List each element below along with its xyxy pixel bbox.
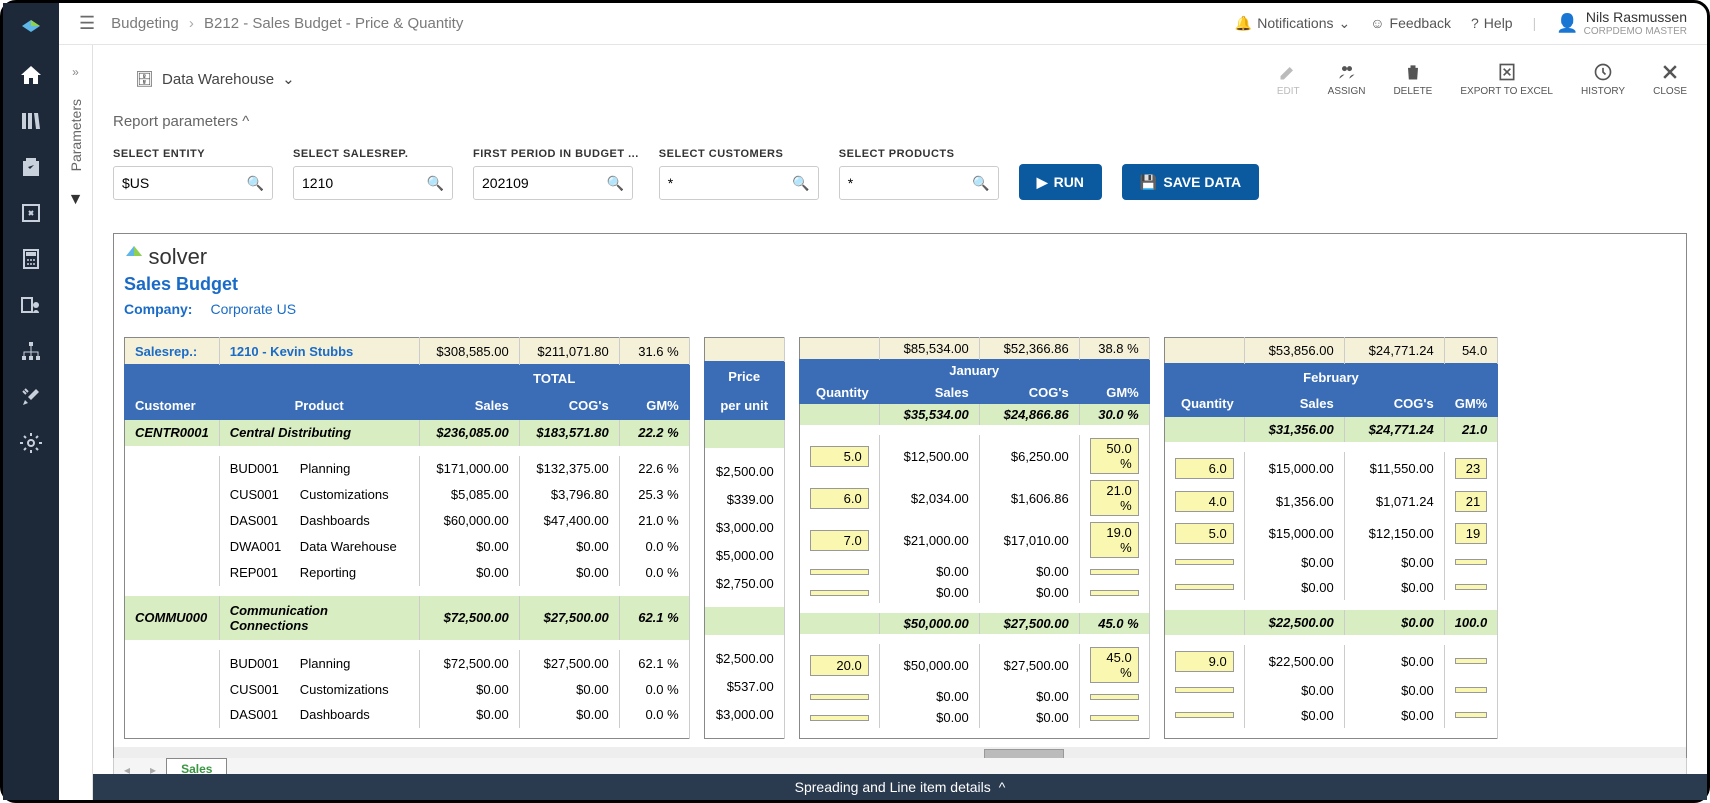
chevron-down-icon: ⌄ bbox=[282, 70, 295, 88]
customers-input[interactable]: *🔍 bbox=[659, 166, 819, 200]
feedback-button[interactable]: ☺ Feedback bbox=[1370, 15, 1451, 31]
people-icon[interactable] bbox=[17, 291, 45, 319]
quantity-input[interactable] bbox=[810, 569, 869, 575]
gm-input[interactable] bbox=[1090, 694, 1139, 700]
february-table: $53,856.00$24,771.2454.0 February Quanti… bbox=[1164, 337, 1499, 739]
search-icon[interactable]: 🔍 bbox=[427, 175, 444, 192]
quantity-input[interactable] bbox=[810, 715, 869, 721]
gm-input[interactable] bbox=[1455, 584, 1488, 590]
quantity-input[interactable]: 9.0 bbox=[1175, 651, 1234, 672]
content-area: Report parameters ^ SELECT ENTITY $US🔍 S… bbox=[93, 113, 1697, 790]
gm-input[interactable]: 45.0 % bbox=[1090, 647, 1139, 683]
tools-icon[interactable] bbox=[17, 383, 45, 411]
gm-input[interactable]: 21 bbox=[1455, 491, 1488, 512]
history-button[interactable]: HISTORY bbox=[1581, 62, 1625, 97]
chevron-up-icon: ^ bbox=[242, 113, 249, 130]
gm-input[interactable] bbox=[1455, 712, 1488, 718]
datasource-selector[interactable]: 🗄 Data Warehouse ⌄ bbox=[135, 70, 295, 88]
clipboard-icon[interactable] bbox=[17, 153, 45, 181]
export-button[interactable]: EXPORT TO EXCEL bbox=[1460, 62, 1553, 97]
breadcrumb-page: B212 - Sales Budget - Price & Quantity bbox=[204, 15, 463, 32]
report-icon[interactable] bbox=[17, 199, 45, 227]
collapse-icon[interactable]: » bbox=[72, 65, 79, 79]
assign-button[interactable]: ASSIGN bbox=[1328, 62, 1366, 97]
footer-expand[interactable]: Spreading and Line item details^ bbox=[93, 774, 1707, 800]
filter-icon[interactable]: ▼ bbox=[68, 191, 84, 209]
quantity-input[interactable]: 5.0 bbox=[810, 446, 869, 467]
run-button[interactable]: ▶ RUN bbox=[1019, 164, 1102, 200]
gm-input[interactable] bbox=[1090, 715, 1139, 721]
quantity-input[interactable]: 20.0 bbox=[810, 655, 869, 676]
gm-input[interactable]: 50.0 % bbox=[1090, 438, 1139, 474]
search-icon[interactable]: 🔍 bbox=[247, 175, 264, 192]
home-icon[interactable] bbox=[17, 61, 45, 89]
topbar: ☰ Budgeting › B212 - Sales Budget - Pric… bbox=[59, 3, 1707, 45]
quantity-input[interactable] bbox=[1175, 712, 1234, 718]
gm-input[interactable]: 21.0 % bbox=[1090, 480, 1139, 516]
chevron-up-icon: ^ bbox=[999, 779, 1006, 795]
quantity-input[interactable]: 6.0 bbox=[1175, 458, 1234, 479]
left-sidebar bbox=[3, 3, 59, 800]
search-icon[interactable]: 🔍 bbox=[607, 175, 624, 192]
param-products: SELECT PRODUCTS *🔍 bbox=[839, 148, 999, 200]
price-table: Price per unit $2,500.00$339.00$3,000.00… bbox=[704, 337, 785, 739]
gm-input[interactable] bbox=[1455, 658, 1488, 664]
logo-icon[interactable] bbox=[17, 15, 45, 43]
report-company: Company:Corporate US bbox=[124, 301, 1676, 317]
user-menu[interactable]: 👤 Nils Rasmussen CorpDemo Master bbox=[1556, 10, 1687, 36]
entity-input[interactable]: $US🔍 bbox=[113, 166, 273, 200]
settings-icon[interactable] bbox=[17, 429, 45, 457]
edit-button[interactable]: EDIT bbox=[1277, 62, 1300, 97]
report-params-header[interactable]: Report parameters ^ bbox=[113, 113, 1697, 130]
save-button[interactable]: 💾 SAVE DATA bbox=[1122, 164, 1259, 200]
toolbar: 🗄 Data Warehouse ⌄ EDIT ASSIGN DELETE EX… bbox=[59, 45, 1707, 113]
gm-input[interactable]: 19.0 % bbox=[1090, 522, 1139, 558]
quantity-input[interactable]: 5.0 bbox=[1175, 523, 1234, 544]
report-area: solver Sales Budget Company:Corporate US… bbox=[113, 233, 1687, 762]
gm-input[interactable] bbox=[1090, 590, 1139, 596]
data-tables: Salesrep.:1210 - Kevin Stubbs$308,585.00… bbox=[124, 337, 1676, 739]
param-salesrep: SELECT SALESREP. 1210🔍 bbox=[293, 148, 453, 200]
report-logo: solver bbox=[124, 244, 1676, 270]
param-entity: SELECT ENTITY $US🔍 bbox=[113, 148, 273, 200]
quantity-input[interactable] bbox=[1175, 687, 1234, 693]
breadcrumb: Budgeting › B212 - Sales Budget - Price … bbox=[111, 15, 1235, 32]
library-icon[interactable] bbox=[17, 107, 45, 135]
hierarchy-icon[interactable] bbox=[17, 337, 45, 365]
breadcrumb-root[interactable]: Budgeting bbox=[111, 15, 179, 32]
close-button[interactable]: CLOSE bbox=[1653, 62, 1687, 97]
products-input[interactable]: *🔍 bbox=[839, 166, 999, 200]
param-period: FIRST PERIOD IN BUDGET ... 202109🔍 bbox=[473, 148, 639, 200]
salesrep-input[interactable]: 1210🔍 bbox=[293, 166, 453, 200]
gm-input[interactable]: 23 bbox=[1455, 458, 1488, 479]
quantity-input[interactable] bbox=[810, 694, 869, 700]
param-customers: SELECT CUSTOMERS *🔍 bbox=[659, 148, 819, 200]
calculator-icon[interactable] bbox=[17, 245, 45, 273]
database-icon: 🗄 bbox=[135, 70, 154, 88]
quantity-input[interactable]: 7.0 bbox=[810, 530, 869, 551]
help-button[interactable]: ? Help bbox=[1471, 15, 1513, 31]
quantity-input[interactable] bbox=[1175, 584, 1234, 590]
menu-icon[interactable]: ☰ bbox=[79, 13, 95, 34]
report-title: Sales Budget bbox=[124, 274, 1676, 295]
period-input[interactable]: 202109🔍 bbox=[473, 166, 633, 200]
gm-input[interactable] bbox=[1455, 559, 1488, 565]
total-table: Salesrep.:1210 - Kevin Stubbs$308,585.00… bbox=[124, 337, 690, 739]
quantity-input[interactable]: 6.0 bbox=[810, 488, 869, 509]
gm-input[interactable]: 19 bbox=[1455, 523, 1488, 544]
parameters-tab: » Parameters ▼ bbox=[59, 45, 93, 800]
quantity-input[interactable]: 4.0 bbox=[1175, 491, 1234, 512]
gm-input[interactable] bbox=[1455, 687, 1488, 693]
delete-button[interactable]: DELETE bbox=[1393, 62, 1432, 97]
notifications-button[interactable]: 🔔 Notifications ⌄ bbox=[1235, 15, 1350, 32]
search-icon[interactable]: 🔍 bbox=[792, 175, 809, 192]
january-table: $85,534.00$52,366.8638.8 % January Quant… bbox=[799, 337, 1150, 739]
quantity-input[interactable] bbox=[810, 590, 869, 596]
gm-input[interactable] bbox=[1090, 569, 1139, 575]
search-icon[interactable]: 🔍 bbox=[972, 175, 989, 192]
quantity-input[interactable] bbox=[1175, 559, 1234, 565]
